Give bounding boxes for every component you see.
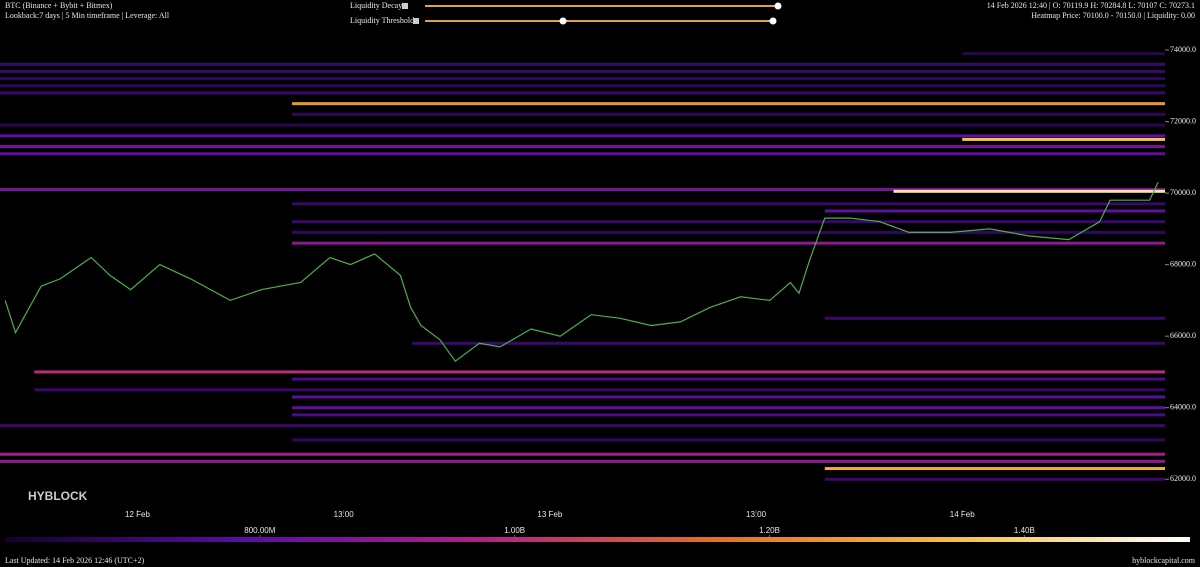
liquidity-band	[412, 341, 1165, 345]
liquidity-band	[292, 241, 1165, 245]
liquidity-band	[893, 189, 1165, 193]
x-tick-label: 14 Feb	[950, 510, 975, 519]
liquidity-band	[962, 137, 1165, 141]
liquidity-band	[292, 438, 1165, 442]
symbol: BTC (Binance + Bybit + Bitmex)	[5, 1, 113, 10]
liquidity-band	[0, 134, 1165, 138]
settings: Lookback:7 days | 5 Min timeframe | Leve…	[5, 11, 170, 20]
liquidity-band	[0, 62, 1165, 66]
liquidity-band	[34, 388, 1166, 392]
colorbar-tick-label: 1.40B	[1014, 526, 1035, 535]
liquidity-band	[292, 112, 1165, 116]
decay-handle[interactable]	[774, 2, 782, 10]
x-tick-label: 12 Feb	[125, 510, 150, 519]
liquidity-band	[292, 406, 1165, 410]
liquidity-band	[292, 202, 1165, 206]
watermark: HYBLOCK	[28, 489, 88, 503]
y-tick-label: 70000.0	[1170, 188, 1196, 197]
liquidity-band	[292, 395, 1165, 399]
liquidity-band	[0, 424, 1165, 428]
liquidity-band	[824, 209, 1165, 213]
y-tick-label: 72000.0	[1170, 116, 1196, 125]
x-tick-label: 13:00	[746, 510, 767, 519]
colorbar-tick-label: 1.20B	[759, 526, 780, 535]
liquidity-band	[0, 452, 1165, 456]
threshold-handle[interactable]	[769, 17, 777, 25]
ohlc: 14 Feb 2026 12:40 | O: 70119.9 H: 70284.…	[987, 1, 1195, 10]
colorbar	[5, 537, 1190, 542]
liquidity-band	[0, 69, 1165, 73]
liquidity-band	[0, 188, 1165, 192]
liquidity-band	[0, 459, 1165, 463]
liquidity-band	[292, 220, 1165, 224]
y-tick-label: 64000.0	[1170, 403, 1196, 412]
liquidity-band	[824, 477, 1165, 481]
x-tick-label: 13 Feb	[537, 510, 562, 519]
y-tick-label: 74000.0	[1170, 45, 1196, 54]
liquidity-band	[0, 152, 1165, 156]
liquidity-band	[0, 123, 1165, 127]
updated: Last Updated: 14 Feb 2026 12:46 (UTC+2)	[5, 556, 144, 565]
colorbar-tick-label: 1.00B	[504, 526, 525, 535]
threshold-label: Liquidity Threshold	[350, 16, 414, 25]
liquidity-band	[292, 102, 1165, 106]
liquidity-band	[292, 413, 1165, 417]
liquidity-band	[962, 52, 1165, 56]
y-tick-label: 66000.0	[1170, 331, 1196, 340]
threshold-handle[interactable]	[559, 17, 567, 25]
colorbar-tick-label: 800.00M	[244, 526, 275, 535]
decay-checkbox[interactable]	[402, 3, 408, 9]
liquidity-band	[824, 467, 1165, 471]
liquidity-band	[292, 230, 1165, 234]
y-tick-label: 68000.0	[1170, 259, 1196, 268]
liquidity-band	[0, 77, 1165, 81]
heatmap-info: Heatmap Price: 70100.0 - 70150.0 | Liqui…	[1031, 11, 1195, 20]
plot	[0, 52, 1166, 481]
liquidity-band	[292, 377, 1165, 381]
liquidity-band	[0, 145, 1165, 149]
liquidity-band	[0, 91, 1165, 95]
y-tick-label: 62000.0	[1170, 474, 1196, 483]
price-line	[4, 182, 1159, 363]
liquidity-band	[824, 316, 1165, 320]
decay-label: Liquidity Decay	[350, 1, 402, 10]
liquidity-band	[0, 84, 1165, 88]
site: hyblockcapital.com	[1132, 556, 1196, 565]
liquidity-band	[34, 370, 1166, 374]
threshold-checkbox[interactable]	[413, 18, 419, 24]
x-tick-label: 13:00	[334, 510, 355, 519]
